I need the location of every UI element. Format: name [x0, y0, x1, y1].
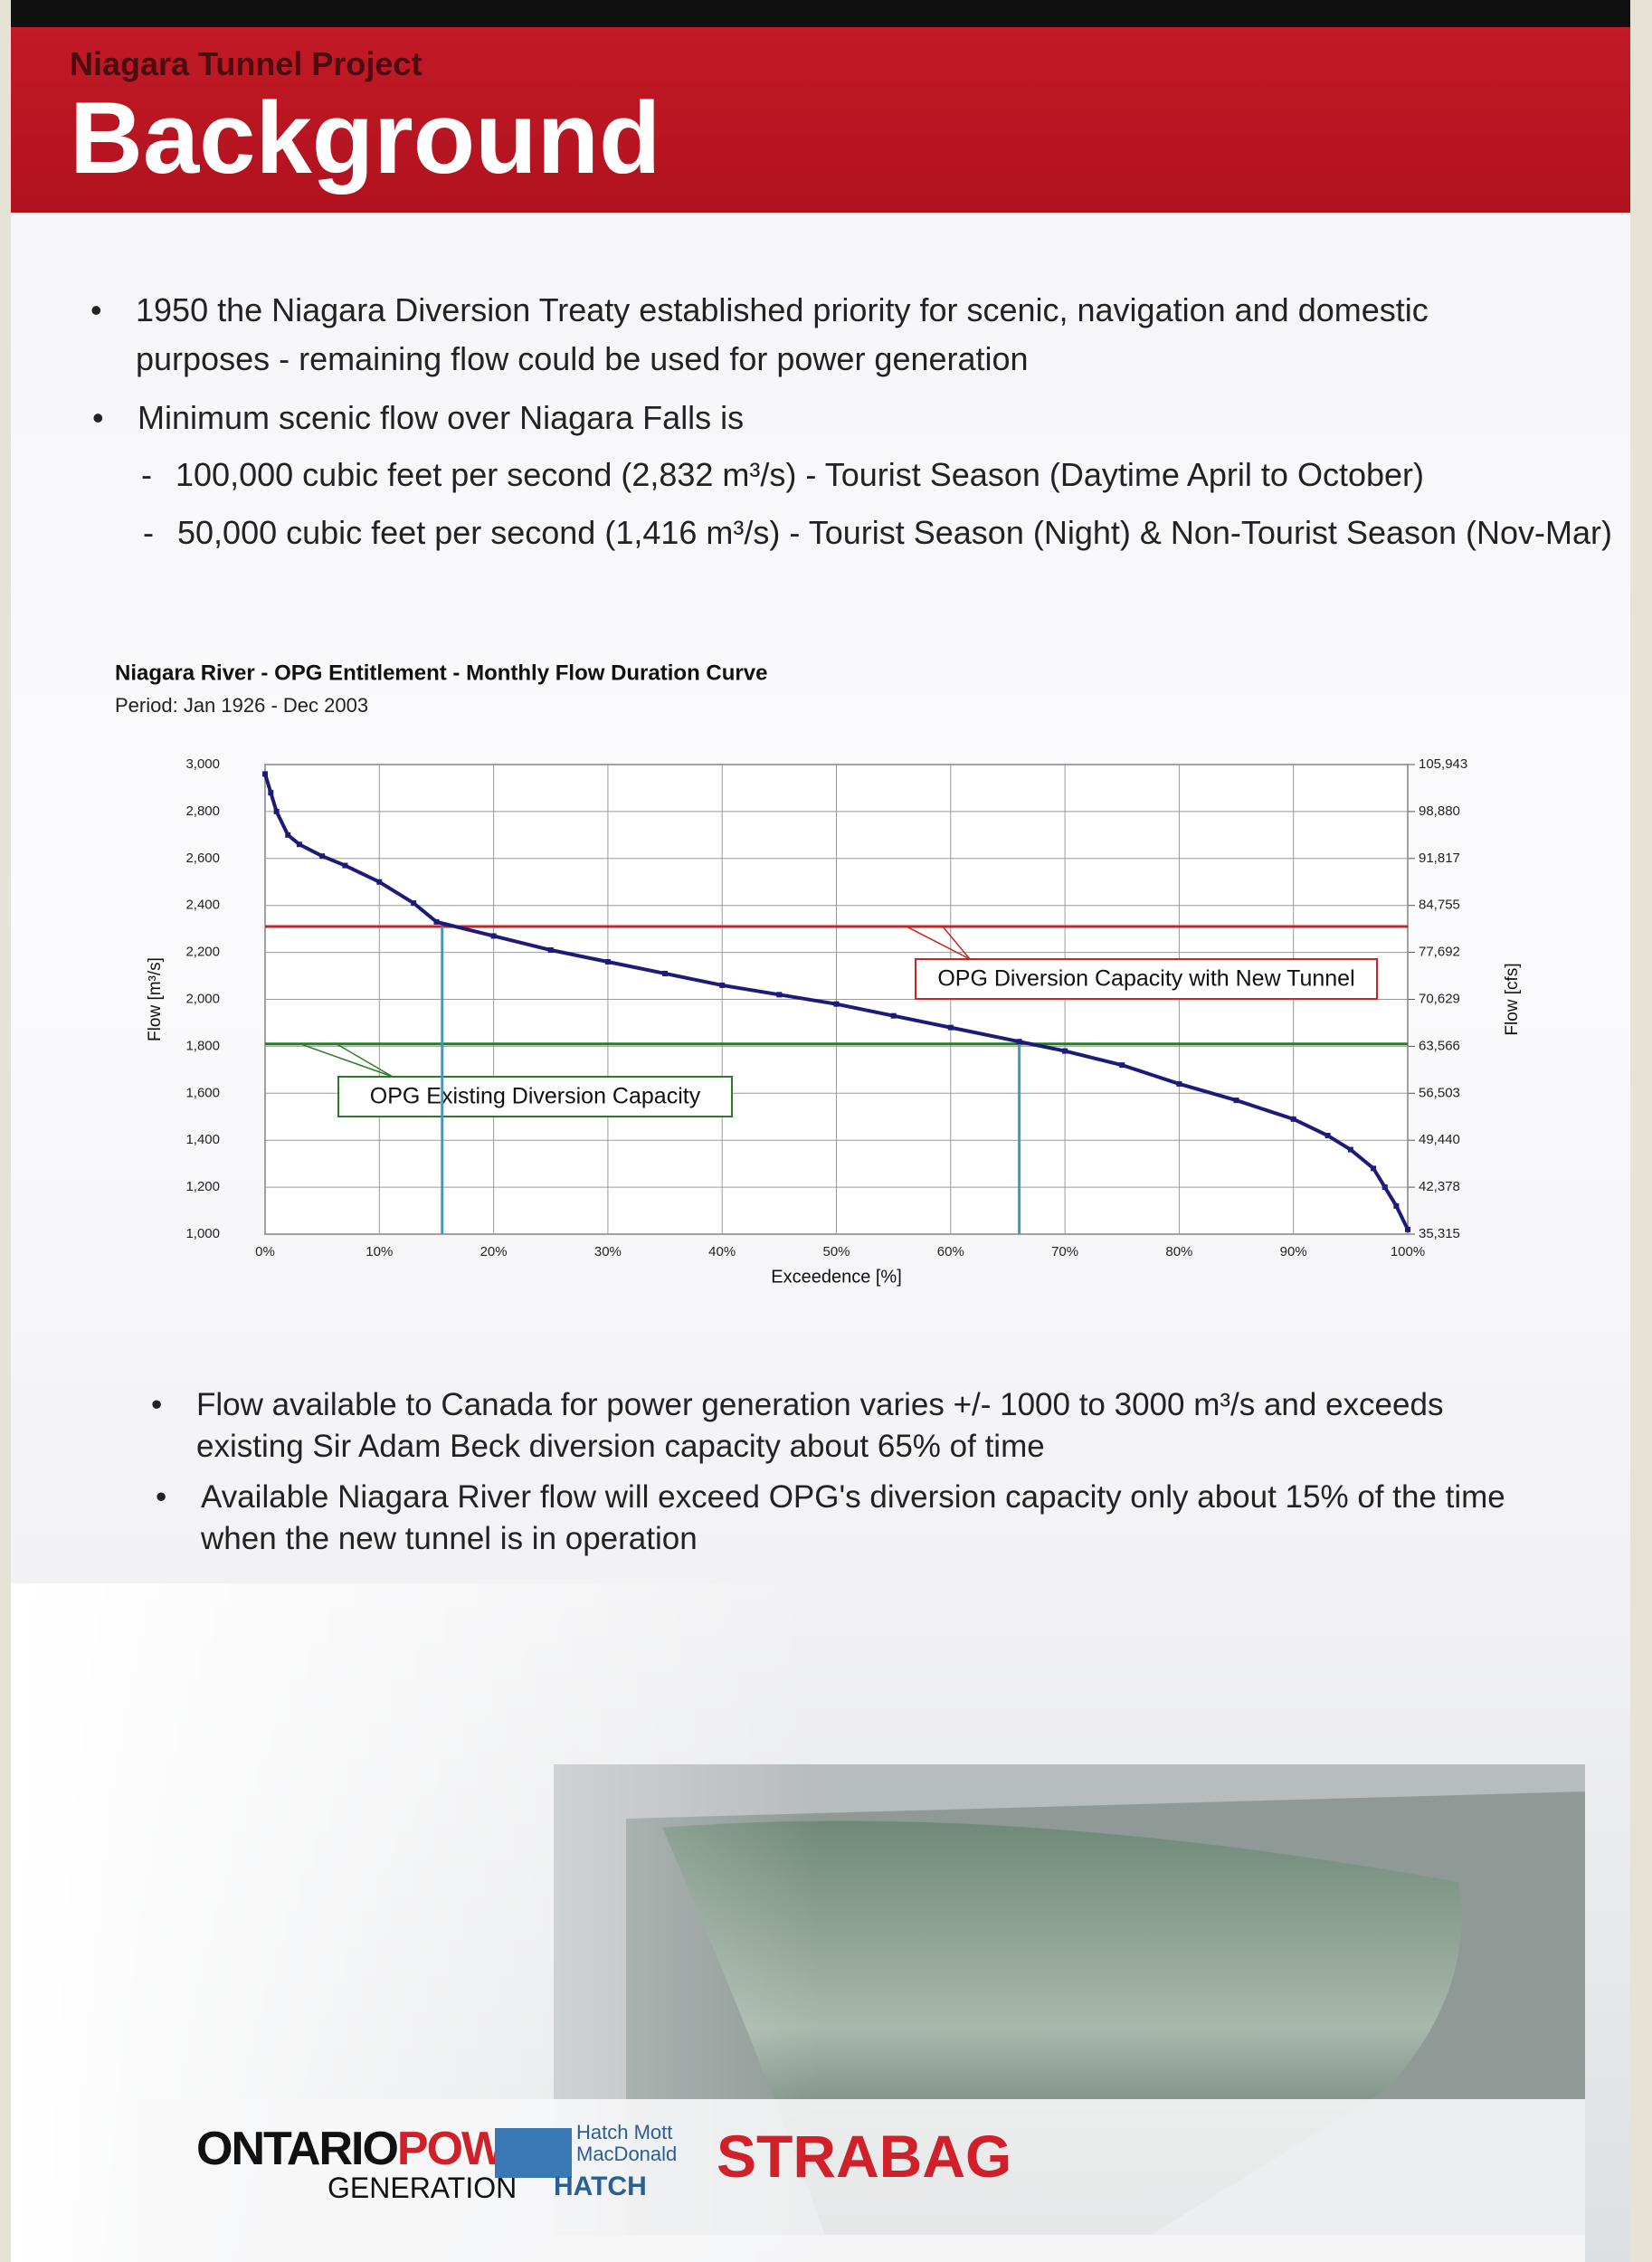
- data-point: [1062, 1048, 1068, 1054]
- annotation: OPG Existing Diversion Capacity: [370, 1084, 701, 1109]
- data-point: [1176, 1080, 1182, 1087]
- bullet: 1950 the Niagara Diversion Treaty establ…: [90, 286, 1547, 384]
- top-edge: [11, 0, 1630, 27]
- y2-tick-label: 91,817: [1419, 851, 1460, 866]
- y-tick-label: 1,800: [185, 1038, 220, 1053]
- sub-bullet: 100,000 cubic feet per second (2,832 m³/…: [141, 451, 1587, 499]
- data-point: [433, 918, 440, 925]
- data-point: [1347, 1146, 1353, 1153]
- data-point: [604, 958, 611, 965]
- x-tick-label: 40%: [708, 1244, 736, 1259]
- logo-strabag: STRABAG: [717, 2123, 1012, 2190]
- y2-tick-label: 56,503: [1419, 1085, 1460, 1100]
- page-title: Background: [70, 81, 661, 195]
- logo-hatch-mark: [495, 2128, 572, 2178]
- y-tick-label: 1,400: [185, 1132, 220, 1147]
- x-tick-label: 80%: [1165, 1244, 1192, 1259]
- data-point: [296, 841, 302, 848]
- y-tick-label: 2,200: [185, 945, 220, 960]
- data-point: [719, 982, 726, 988]
- header-banner: [11, 27, 1630, 213]
- y2-tick-label: 42,378: [1419, 1179, 1460, 1194]
- annotation-box: [915, 958, 1378, 1000]
- waterfall-photo: [11, 1583, 1630, 2262]
- chart-title: Niagara River - OPG Entitlement - Monthl…: [115, 661, 767, 685]
- y-tick-label: 3,000: [185, 756, 220, 772]
- y-tick-label: 1,200: [185, 1179, 220, 1194]
- x-tick-label: 30%: [594, 1244, 622, 1259]
- logo-text: Hatch Mott MacDonald: [576, 2121, 678, 2165]
- data-point: [833, 1001, 840, 1007]
- chart: Niagara River - OPG Entitlement - Monthl…: [115, 661, 1522, 1287]
- data-point: [1233, 1098, 1239, 1104]
- poster: Niagara Tunnel Project Background 1950 t…: [11, 0, 1630, 2262]
- x-tick-label: 90%: [1280, 1244, 1307, 1259]
- logo-text: ONTARIO: [196, 2123, 399, 2175]
- sub-bullet: 50,000 cubic feet per second (1,416 m³/s…: [143, 508, 1625, 557]
- y2-tick-label: 49,440: [1419, 1132, 1460, 1147]
- data-point: [1119, 1062, 1125, 1069]
- annotation: OPG Diversion Capacity with New Tunnel: [937, 966, 1354, 992]
- annotation-box: [337, 1076, 733, 1117]
- data-point: [1393, 1202, 1400, 1209]
- x-tick-label: 70%: [1051, 1244, 1078, 1259]
- y2-tick-label: 63,566: [1419, 1038, 1460, 1053]
- bullet: Minimum scenic flow over Niagara Falls i…: [92, 394, 1549, 442]
- data-point: [1324, 1133, 1331, 1139]
- data-point: [1405, 1226, 1410, 1232]
- y2-tick-label: 70,629: [1419, 991, 1460, 1006]
- x-tick-label: 100%: [1391, 1244, 1425, 1259]
- project-name: Niagara Tunnel Project: [70, 45, 422, 82]
- y-tick-label: 1,000: [185, 1226, 220, 1241]
- x-tick-label: 20%: [480, 1244, 508, 1259]
- y-tick-label: 2,400: [185, 898, 220, 913]
- y2-tick-label: 105,943: [1419, 756, 1467, 772]
- note: Flow available to Canada for power gener…: [151, 1384, 1508, 1468]
- data-point: [776, 992, 783, 998]
- x-tick-label: 0%: [255, 1244, 275, 1259]
- data-point: [662, 970, 669, 976]
- data-point: [262, 771, 268, 777]
- data-point: [319, 853, 326, 860]
- data-point: [947, 1024, 954, 1031]
- data-point: [285, 832, 291, 838]
- data-point: [1371, 1165, 1377, 1172]
- data-point: [1016, 1039, 1022, 1045]
- x-tick-label: 50%: [822, 1244, 850, 1259]
- data-point: [1290, 1116, 1296, 1122]
- data-point: [890, 1012, 897, 1019]
- data-point: [547, 947, 554, 954]
- y-axis-label: Flow [m³/s]: [146, 957, 165, 1041]
- y-tick-label: 1,600: [185, 1085, 220, 1100]
- y2-tick-label: 77,692: [1419, 945, 1460, 960]
- data-point: [342, 862, 348, 869]
- data-point: [411, 900, 417, 907]
- data-point: [490, 933, 497, 939]
- y2-axis-label: Flow [cfs]: [1503, 963, 1522, 1035]
- y-tick-label: 2,600: [185, 851, 220, 866]
- logo-text: GENERATION: [328, 2172, 517, 2204]
- note: Available Niagara River flow will exceed…: [156, 1477, 1513, 1560]
- data-point: [268, 790, 274, 796]
- y2-tick-label: 98,880: [1419, 803, 1460, 819]
- x-axis-label: Exceedence [%]: [771, 1267, 902, 1287]
- y-tick-label: 2,800: [185, 803, 220, 819]
- y-tick-label: 2,000: [185, 991, 220, 1006]
- y2-tick-label: 35,315: [1419, 1226, 1460, 1241]
- x-tick-label: 10%: [366, 1244, 393, 1259]
- chart-subtitle: Period: Jan 1926 - Dec 2003: [115, 694, 368, 717]
- y2-tick-label: 84,755: [1419, 898, 1460, 913]
- logo-text: HATCH: [554, 2172, 647, 2201]
- x-tick-label: 60%: [937, 1244, 964, 1259]
- data-point: [1381, 1184, 1388, 1191]
- data-point: [273, 808, 280, 814]
- data-point: [376, 879, 383, 885]
